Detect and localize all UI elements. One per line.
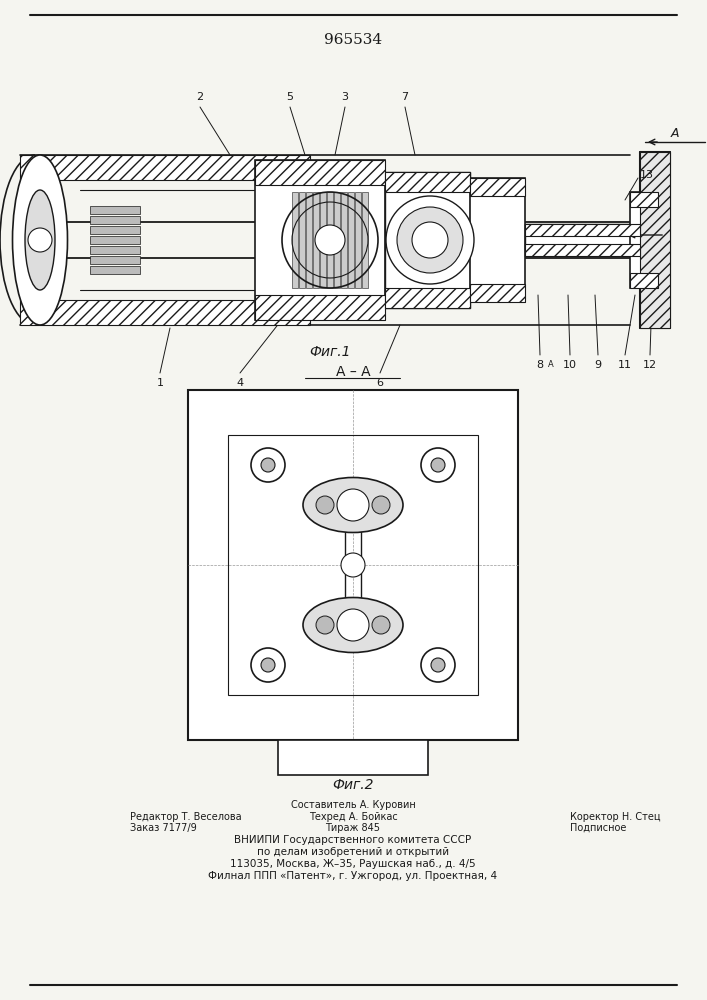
Text: Тираж 845: Тираж 845 xyxy=(325,823,380,833)
Text: Техред А. Бойкас: Техред А. Бойкас xyxy=(309,812,397,822)
Circle shape xyxy=(421,648,455,682)
Circle shape xyxy=(397,207,463,273)
Circle shape xyxy=(337,489,369,521)
Text: 2: 2 xyxy=(197,92,204,102)
Text: по делам изобретений и открытий: по делам изобретений и открытий xyxy=(257,847,449,857)
Text: 4: 4 xyxy=(236,378,244,388)
Circle shape xyxy=(412,222,448,258)
Ellipse shape xyxy=(25,190,55,290)
Circle shape xyxy=(372,616,390,634)
Circle shape xyxy=(372,496,390,514)
Bar xyxy=(90,246,140,254)
Text: 965534: 965534 xyxy=(324,33,382,47)
Bar xyxy=(470,178,525,302)
Bar xyxy=(313,192,319,288)
Text: Фиг.2: Фиг.2 xyxy=(332,778,374,792)
Bar xyxy=(385,288,470,308)
Bar xyxy=(630,192,658,288)
Bar xyxy=(299,192,305,288)
Circle shape xyxy=(431,458,445,472)
Ellipse shape xyxy=(13,155,67,325)
Bar xyxy=(525,224,640,236)
Bar xyxy=(90,206,140,214)
Circle shape xyxy=(337,609,369,641)
Text: Редактор Т. Веселова: Редактор Т. Веселова xyxy=(130,812,242,822)
Bar xyxy=(525,244,640,256)
Bar xyxy=(188,390,518,740)
Text: 113035, Москва, Ж–35, Раушская наб., д. 4/5: 113035, Москва, Ж–35, Раушская наб., д. … xyxy=(230,859,476,869)
Text: ВНИИПИ Государственного комитета СССР: ВНИИПИ Государственного комитета СССР xyxy=(235,835,472,845)
Text: Подписное: Подписное xyxy=(570,823,626,833)
Bar xyxy=(228,435,478,695)
Bar xyxy=(306,192,312,288)
Bar xyxy=(525,224,640,256)
Bar xyxy=(20,300,310,325)
Text: 12: 12 xyxy=(643,360,657,370)
Bar xyxy=(385,172,470,308)
Bar xyxy=(630,192,658,207)
Bar xyxy=(348,192,354,288)
Text: 1: 1 xyxy=(156,378,163,388)
Circle shape xyxy=(261,658,275,672)
Bar xyxy=(20,155,310,180)
Bar xyxy=(640,152,670,328)
Circle shape xyxy=(251,448,285,482)
Text: Коректор Н. Стец: Коректор Н. Стец xyxy=(570,812,660,822)
Bar xyxy=(255,295,385,320)
Bar xyxy=(470,178,525,196)
Text: 9: 9 xyxy=(595,360,602,370)
Circle shape xyxy=(421,448,455,482)
Ellipse shape xyxy=(303,478,403,532)
Bar xyxy=(292,192,298,288)
Bar xyxy=(90,266,140,274)
Bar xyxy=(278,740,428,775)
Bar xyxy=(362,192,368,288)
Circle shape xyxy=(316,616,334,634)
Text: A: A xyxy=(548,360,554,369)
Text: Фиг.1: Фиг.1 xyxy=(309,345,351,359)
Text: 6: 6 xyxy=(377,378,383,388)
Text: Составитель А. Куровин: Составитель А. Куровин xyxy=(291,800,416,810)
Text: 10: 10 xyxy=(563,360,577,370)
Bar xyxy=(90,256,140,264)
Circle shape xyxy=(316,496,334,514)
Bar xyxy=(334,192,340,288)
Circle shape xyxy=(261,458,275,472)
Bar xyxy=(470,284,525,302)
Bar xyxy=(90,236,140,244)
Bar xyxy=(90,226,140,234)
Text: 11: 11 xyxy=(618,360,632,370)
Text: A: A xyxy=(671,127,679,140)
Circle shape xyxy=(251,648,285,682)
Circle shape xyxy=(431,658,445,672)
Bar xyxy=(341,192,347,288)
Bar xyxy=(90,216,140,224)
Text: 13: 13 xyxy=(640,170,654,180)
Bar xyxy=(385,172,470,192)
Circle shape xyxy=(341,553,365,577)
Ellipse shape xyxy=(303,597,403,652)
Text: 3: 3 xyxy=(341,92,349,102)
Circle shape xyxy=(28,228,52,252)
Bar xyxy=(355,192,361,288)
Bar xyxy=(327,192,333,288)
Text: Заказ 7177/9: Заказ 7177/9 xyxy=(130,823,197,833)
Bar xyxy=(255,160,385,185)
Bar xyxy=(320,192,326,288)
Text: Филнал ППП «Патент», г. Ужгород, ул. Проектная, 4: Филнал ППП «Патент», г. Ужгород, ул. Про… xyxy=(209,871,498,881)
Text: 7: 7 xyxy=(402,92,409,102)
Text: 8: 8 xyxy=(537,360,544,370)
Text: А – А: А – А xyxy=(336,365,370,379)
Text: 5: 5 xyxy=(286,92,293,102)
Circle shape xyxy=(315,225,345,255)
Bar xyxy=(255,160,385,320)
Bar xyxy=(630,273,658,288)
Circle shape xyxy=(386,196,474,284)
